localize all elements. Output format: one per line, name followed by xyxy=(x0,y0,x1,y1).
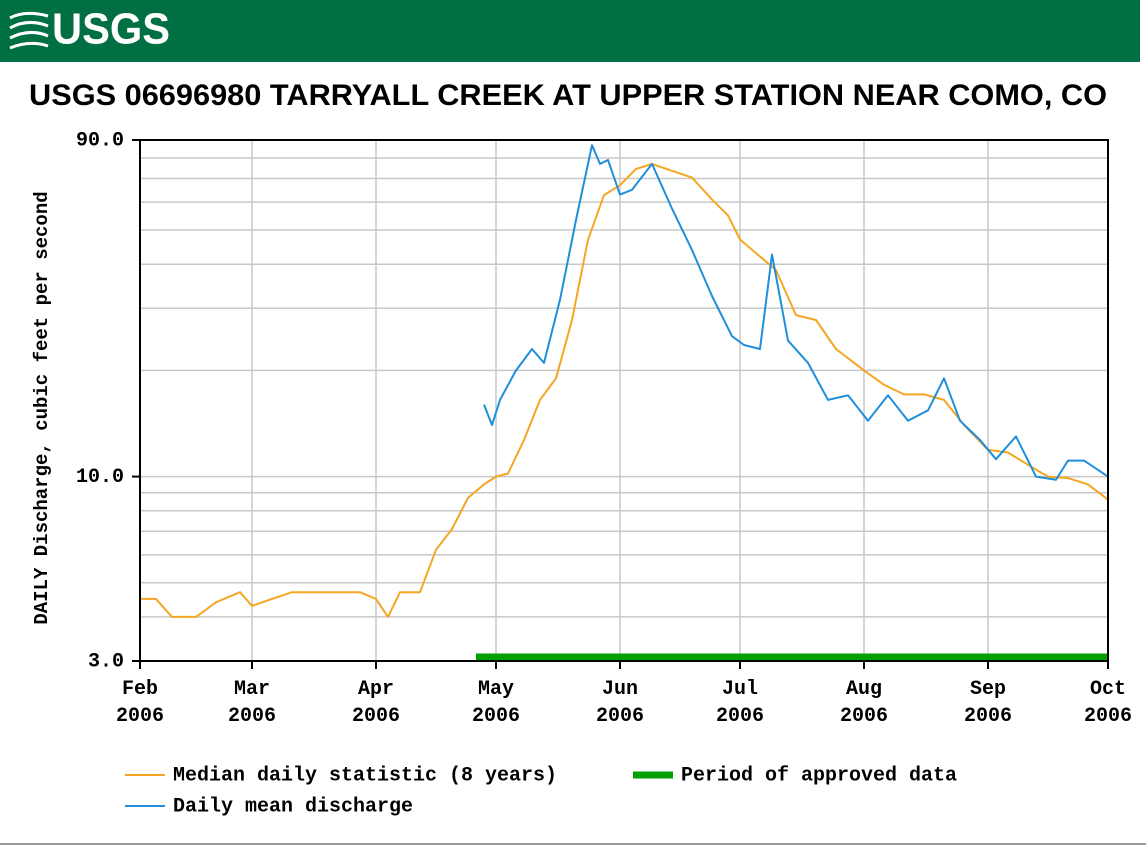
x-tick-label: Jun 2006 xyxy=(596,678,644,728)
x-tick-label: Mar 2006 xyxy=(228,678,276,728)
series-line xyxy=(483,144,1109,481)
x-tick-label: Apr 2006 xyxy=(352,678,400,728)
legend-label: Median daily statistic (8 years) xyxy=(173,764,557,787)
series-line xyxy=(140,162,1109,618)
x-tick-label: Oct 2006 xyxy=(1084,678,1132,728)
plot-area xyxy=(140,140,1108,661)
x-tick-label: Jul 2006 xyxy=(716,678,764,728)
header-bar xyxy=(0,0,1140,62)
y-axis-label: DAILY Discharge, cubic feet per second xyxy=(31,191,53,624)
logo-waves xyxy=(9,11,49,50)
chart-title: USGS 06696980 TARRYALL CREEK AT UPPER ST… xyxy=(29,79,1107,112)
x-tick-label: Sep 2006 xyxy=(964,678,1012,728)
y-tick-label: 3.0 xyxy=(88,650,124,673)
y-tick-label: 10.0 xyxy=(76,466,124,489)
plot-frame xyxy=(139,139,1109,662)
x-tick-label: Feb 2006 xyxy=(116,678,164,728)
legend-label: Daily mean discharge xyxy=(173,795,413,818)
logo: USGS xyxy=(52,5,170,54)
legend-label: Period of approved data xyxy=(681,764,957,787)
y-tick-label: 90.0 xyxy=(76,129,124,152)
x-tick-label: May 2006 xyxy=(472,678,520,728)
x-tick-label: Aug 2006 xyxy=(840,678,888,728)
